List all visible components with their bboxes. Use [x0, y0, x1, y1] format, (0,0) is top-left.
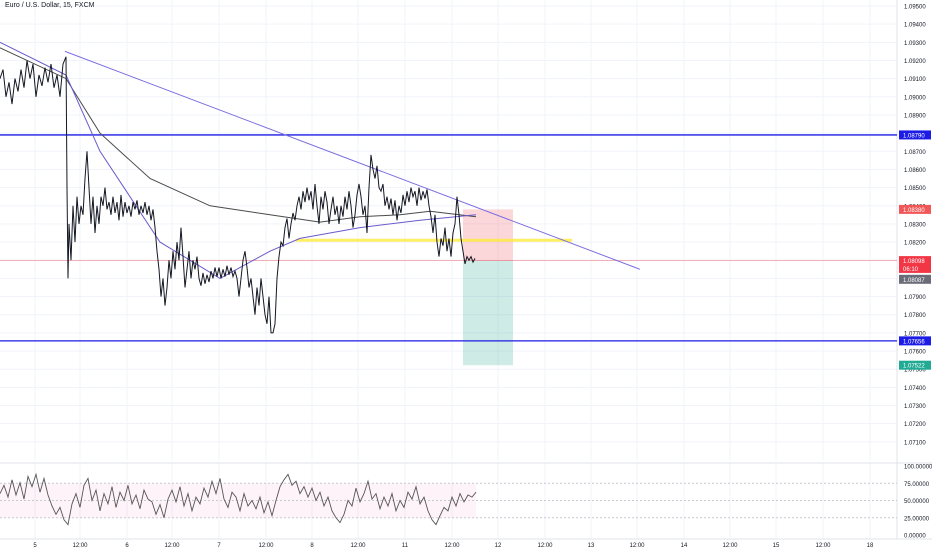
price-label-tag [899, 336, 931, 346]
price-tick-label: 1.09100 [904, 77, 926, 83]
time-tick-label: 12:00 [72, 543, 88, 549]
price-label-tag [899, 204, 931, 214]
time-tick-label: 8 [310, 543, 314, 549]
price-tick-label: 1.08600 [904, 168, 926, 174]
time-tick-label: 12:00 [444, 543, 460, 549]
price-tick-label: 1.08700 [904, 150, 926, 156]
price-tick-label: 1.07200 [904, 422, 926, 428]
price-label-tag [899, 256, 931, 266]
price-label-text: 1.08087 [903, 278, 925, 284]
indicator-tick-label: 75.00000 [904, 482, 930, 488]
price-tick-label: 1.07700 [904, 331, 926, 337]
price-label-tag [899, 130, 931, 140]
time-tick-label: 15 [773, 543, 780, 549]
chart-title: Euro / U.S. Dollar, 15, FXCM [5, 2, 95, 9]
price-tick-label: 1.09300 [904, 41, 926, 47]
moving-average-1 [0, 47, 477, 223]
moving-average-2 [0, 41, 477, 279]
indicator-series [0, 472, 477, 526]
price-label-text: 1.08380 [903, 208, 925, 214]
time-tick-label: 12:00 [537, 543, 553, 549]
trend-line [64, 50, 641, 270]
time-tick-label: 12:00 [258, 543, 274, 549]
price-label-tag [899, 360, 931, 370]
price-tick-label: 1.08300 [904, 222, 926, 228]
price-tick-label: 1.09200 [904, 59, 926, 65]
price-tick-label: 1.07900 [904, 295, 926, 301]
price-label-text: 1.08790 [903, 133, 925, 139]
time-tick-label: 14 [681, 543, 688, 549]
time-tick-label: 12:00 [722, 543, 738, 549]
price-tick-label: 1.09400 [904, 23, 926, 29]
price-tick-label: 1.07500 [904, 368, 926, 374]
chart-lines [0, 41, 897, 526]
price-tick-label: 1.07300 [904, 404, 926, 410]
price-tick-label: 1.07600 [904, 350, 926, 356]
time-axis: 5 12:00 6 12:00 7 12:00 8 12:00 11 12:00 12 12:00 13… [33, 543, 874, 549]
time-tick-label: 11 [402, 543, 409, 549]
price-label-tag [899, 274, 931, 284]
time-tick-label: 12 [495, 543, 502, 549]
stop-loss-zone [463, 209, 513, 261]
take-profit-zone [463, 260, 513, 366]
price-tick-label: 1.08900 [904, 113, 926, 119]
time-tick-label: 12:00 [629, 543, 645, 549]
price-tick-label: 1.07800 [904, 313, 926, 319]
time-tick-label: 6 [125, 543, 129, 549]
position-zones [463, 209, 513, 366]
price-label-text: 06:10 [903, 267, 919, 273]
indicator-tick-label: 50.00000 [904, 499, 930, 505]
price-label-text: 1.07522 [903, 364, 925, 370]
price-tick-label: 1.09000 [904, 95, 926, 101]
time-tick-label: 12:00 [815, 543, 831, 549]
price-labels: 1.08790 1.08380 1.08098 06:10 1.08087 1.07656… [899, 130, 931, 370]
price-tick-label: 1.08500 [904, 186, 926, 192]
indicator-tick-label: 100.00000 [904, 465, 932, 471]
price-tick-label: 1.07100 [904, 440, 926, 446]
price-series [0, 56, 476, 334]
price-label-text: 1.08098 [903, 259, 925, 265]
time-tick-label: 18 [867, 543, 874, 549]
indicator-background [0, 482, 897, 519]
price-tick-label: 1.09500 [904, 5, 926, 11]
time-tick-label: 12:00 [350, 543, 366, 549]
price-label-text: 1.07656 [903, 339, 925, 345]
time-tick-label: 13 [588, 543, 595, 549]
price-tick-label: 1.08200 [904, 241, 926, 247]
indicator-tick-label: 25.00000 [904, 516, 930, 522]
time-tick-label: 12:00 [164, 543, 180, 549]
time-tick-label: 7 [217, 543, 221, 549]
time-tick-label: 5 [33, 543, 37, 549]
indicator-tick-label: 0.00000 [904, 534, 926, 540]
price-label-tag [899, 263, 931, 273]
price-tick-label: 1.07400 [904, 386, 926, 392]
